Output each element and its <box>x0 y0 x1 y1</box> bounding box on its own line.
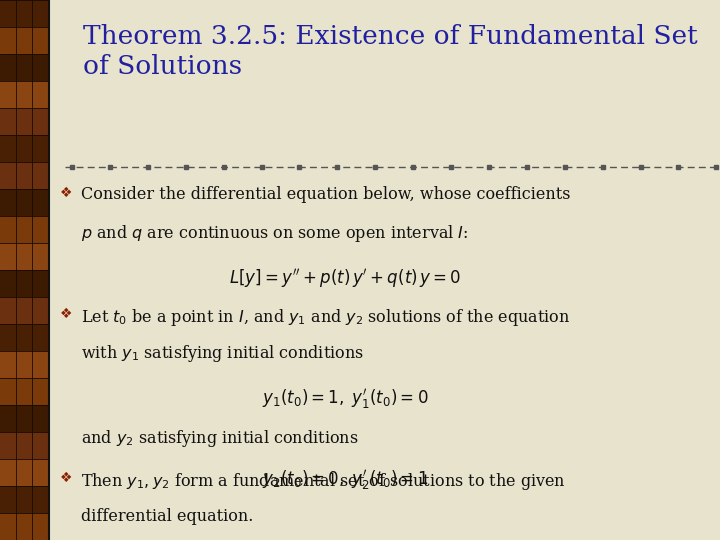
Bar <box>0 297 49 324</box>
Text: Consider the differential equation below, whose coefficients: Consider the differential equation below… <box>81 186 571 203</box>
Bar <box>0 27 49 54</box>
Text: and $y_2$ satisfying initial conditions: and $y_2$ satisfying initial conditions <box>81 428 359 449</box>
Bar <box>0 216 49 243</box>
Bar <box>0 81 49 108</box>
Text: $L[y] = y'' + p(t)\,y' + q(t)\,y = 0$: $L[y] = y'' + p(t)\,y' + q(t)\,y = 0$ <box>230 267 462 291</box>
Bar <box>0 135 49 162</box>
Bar <box>0 432 49 459</box>
Bar <box>0 378 49 405</box>
Bar <box>0 243 49 270</box>
Text: Theorem 3.2.5: Existence of Fundamental Set
of Solutions: Theorem 3.2.5: Existence of Fundamental … <box>83 24 698 79</box>
Bar <box>0 486 49 513</box>
Bar <box>0 0 49 27</box>
Text: ❖: ❖ <box>60 307 73 321</box>
Text: differential equation.: differential equation. <box>81 508 253 524</box>
Bar <box>0 513 49 540</box>
Bar <box>0 270 49 297</box>
Text: $y_1(t_0) = 1,\; y_1'(t_0) = 0$: $y_1(t_0) = 1,\; y_1'(t_0) = 0$ <box>262 387 429 410</box>
Text: Then $y_1, y_2$ form a fundamental set of solutions to the given: Then $y_1, y_2$ form a fundamental set o… <box>81 471 566 492</box>
Text: ❖: ❖ <box>60 471 73 485</box>
Bar <box>0 459 49 486</box>
Bar <box>0 324 49 351</box>
Bar <box>0 162 49 189</box>
Text: $y_2(t_0) = 0,\; y_2'(t_0) = 1$: $y_2(t_0) = 0,\; y_2'(t_0) = 1$ <box>263 468 428 491</box>
Text: Let $t_0$ be a point in $I$, and $y_1$ and $y_2$ solutions of the equation: Let $t_0$ be a point in $I$, and $y_1$ a… <box>81 307 571 328</box>
Bar <box>0 405 49 432</box>
Text: $p$ and $q$ are continuous on some open interval $I$:: $p$ and $q$ are continuous on some open … <box>81 223 469 244</box>
Text: with $y_1$ satisfying initial conditions: with $y_1$ satisfying initial conditions <box>81 343 364 364</box>
Bar <box>0 108 49 135</box>
Bar <box>0 189 49 216</box>
Bar <box>0 54 49 81</box>
Bar <box>0 351 49 378</box>
Text: ❖: ❖ <box>60 186 73 200</box>
